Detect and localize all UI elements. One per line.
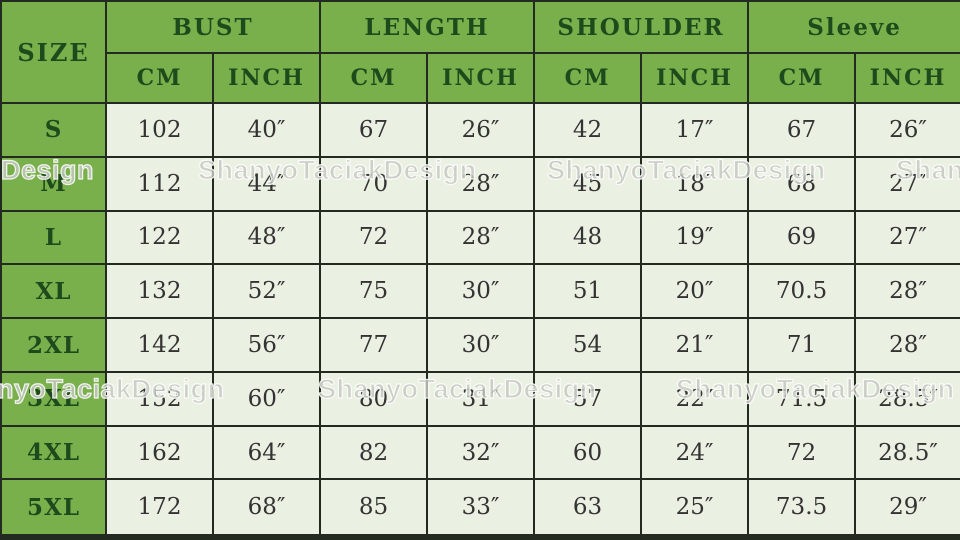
- unit-header-length-inch: INCH: [426, 52, 536, 104]
- table-row: 2XL 142 56″ 77 30″ 54 21″ 71 28″: [0, 317, 960, 373]
- size-cell: M: [0, 155, 107, 212]
- data-cell: 67: [747, 102, 857, 158]
- data-cell: 132: [105, 263, 214, 320]
- size-cell: XL: [0, 263, 107, 320]
- size-cell: S: [0, 102, 107, 158]
- data-cell: 28.5″: [854, 370, 960, 427]
- data-cell: 48: [533, 209, 643, 266]
- unit-header-shoulder-inch: INCH: [640, 52, 750, 104]
- data-cell: 56″: [211, 317, 322, 373]
- table-row: L 122 48″ 72 28″ 48 19″ 69 27″: [0, 209, 960, 266]
- data-cell: 27″: [854, 209, 960, 266]
- data-cell: 57: [533, 370, 643, 427]
- data-cell: 162: [105, 424, 214, 481]
- corner-header-size: SIZE: [0, 0, 107, 104]
- data-cell: 44″: [211, 155, 322, 212]
- group-header-sleeve: Sleeve: [747, 0, 960, 54]
- data-cell: 18″: [640, 155, 750, 212]
- data-cell: 85: [319, 478, 429, 538]
- group-header-shoulder: SHOULDER: [533, 0, 750, 54]
- data-cell: 102: [105, 102, 214, 158]
- data-cell: 70: [319, 155, 429, 212]
- data-cell: 26″: [426, 102, 536, 158]
- data-cell: 20″: [640, 263, 750, 320]
- data-cell: 27″: [854, 155, 960, 212]
- group-header-length: LENGTH: [319, 0, 536, 54]
- unit-header-shoulder-cm: CM: [533, 52, 643, 104]
- data-cell: 77: [319, 317, 429, 373]
- data-cell: 26″: [854, 102, 960, 158]
- data-cell: 19″: [640, 209, 750, 266]
- unit-header-row: CM INCH CM INCH CM INCH CM INCH: [1, 52, 960, 104]
- table-row: XL 132 52″ 75 30″ 51 20″ 70.5 28″: [0, 263, 960, 320]
- table-row: 4XL 162 64″ 82 32″ 60 24″ 72 28.5″: [0, 424, 960, 481]
- data-cell: 73.5: [747, 478, 857, 538]
- data-cell: 30″: [426, 317, 536, 373]
- data-cell: 24″: [640, 424, 750, 481]
- data-cell: 71: [747, 317, 857, 373]
- data-cell: 28″: [426, 209, 536, 266]
- table-row: M 112 44″ 70 28″ 45 18″ 68 27″: [0, 155, 960, 212]
- unit-header-sleeve-inch: INCH: [854, 52, 960, 104]
- data-cell: 60″: [211, 370, 322, 427]
- data-cell: 172: [105, 478, 214, 538]
- data-cell: 60: [533, 424, 643, 481]
- table-row: 5XL 172 68″ 85 33″ 63 25″ 73.5 29″: [0, 478, 960, 538]
- group-header-row: SIZE BUST LENGTH SHOULDER Sleeve: [0, 0, 960, 104]
- data-cell: 54: [533, 317, 643, 373]
- data-cell: 68: [747, 155, 857, 212]
- size-cell: 3XL: [0, 370, 107, 427]
- data-cell: 122: [105, 209, 214, 266]
- data-cell: 28″: [854, 263, 960, 320]
- data-cell: 21″: [640, 317, 750, 373]
- data-cell: 48″: [211, 209, 322, 266]
- data-cell: 45: [533, 155, 643, 212]
- data-cell: 70.5: [747, 263, 857, 320]
- data-cell: 68″: [211, 478, 322, 538]
- data-cell: 142: [105, 317, 214, 373]
- data-cell: 31″: [426, 370, 536, 427]
- data-cell: 33″: [426, 478, 536, 538]
- data-cell: 32″: [426, 424, 536, 481]
- data-cell: 75: [319, 263, 429, 320]
- data-cell: 112: [105, 155, 214, 212]
- size-cell: 4XL: [0, 424, 107, 481]
- data-cell: 72: [319, 209, 429, 266]
- data-cell: 82: [319, 424, 429, 481]
- data-cell: 69: [747, 209, 857, 266]
- size-cell: 2XL: [0, 317, 107, 373]
- table-row: S 102 40″ 67 26″ 42 17″ 67 26″: [0, 102, 960, 158]
- group-header-bust: BUST: [104, 0, 322, 54]
- unit-header-bust-cm: CM: [105, 52, 214, 104]
- table-row: 3XL 152 60″ 80 31″ 57 22″ 71.5 28.5″: [0, 370, 960, 427]
- data-cell: 64″: [211, 424, 322, 481]
- unit-header-length-cm: CM: [319, 52, 429, 104]
- data-cell: 28″: [854, 317, 960, 373]
- data-cell: 71.5: [747, 370, 857, 427]
- data-cell: 28.5″: [854, 424, 960, 481]
- data-cell: 28″: [426, 155, 536, 212]
- data-cell: 17″: [640, 102, 750, 158]
- data-cell: 72: [747, 424, 857, 481]
- data-cell: 30″: [426, 263, 536, 320]
- size-cell: 5XL: [0, 478, 107, 538]
- data-cell: 42: [533, 102, 643, 158]
- data-cell: 80: [319, 370, 429, 427]
- data-cell: 40″: [211, 102, 322, 158]
- data-cell: 67: [319, 102, 429, 158]
- data-cell: 25″: [640, 478, 750, 538]
- data-cell: 51: [533, 263, 643, 320]
- data-cell: 63: [533, 478, 643, 538]
- data-cell: 29″: [854, 478, 960, 538]
- unit-header-bust-inch: INCH: [211, 52, 322, 104]
- data-cell: 22″: [640, 370, 750, 427]
- data-cell: 152: [105, 370, 214, 427]
- unit-header-sleeve-cm: CM: [747, 52, 857, 104]
- data-cell: 52″: [211, 263, 322, 320]
- size-cell: L: [0, 209, 107, 266]
